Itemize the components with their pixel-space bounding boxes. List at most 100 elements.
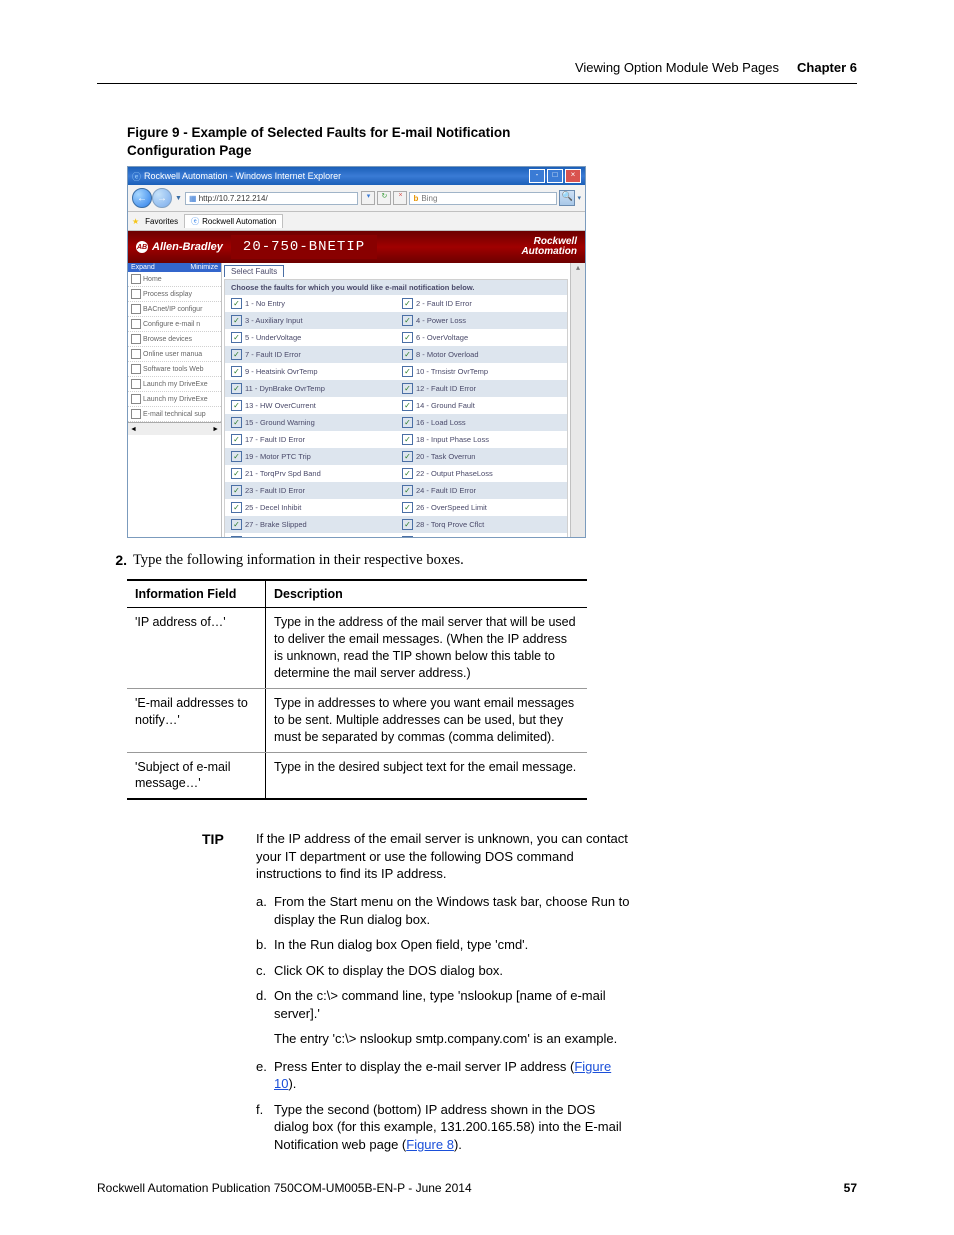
fault-label: 17 - Fault ID Error — [245, 435, 305, 444]
sidebar-item[interactable]: BACnet/IP configur — [128, 302, 221, 317]
fault-checkbox[interactable]: ✓ — [231, 519, 242, 530]
fault-checkbox[interactable]: ✓ — [402, 451, 413, 462]
fault-label: 29 - TP Encls Config — [245, 537, 314, 538]
tip-e-post: ). — [288, 1076, 296, 1091]
fault-checkbox[interactable]: ✓ — [231, 417, 242, 428]
fault-label: 7 - Fault ID Error — [245, 350, 301, 359]
fault-checkbox[interactable]: ✓ — [402, 349, 413, 360]
fault-item: ✓12 - Fault ID Error — [396, 380, 567, 397]
favorites-label[interactable]: Favorites — [145, 217, 178, 226]
fault-checkbox[interactable]: ✓ — [231, 349, 242, 360]
fault-item: ✓24 - Fault ID Error — [396, 482, 567, 499]
dropdown-icon[interactable]: ▼ — [175, 195, 182, 202]
fault-checkbox[interactable]: ✓ — [231, 485, 242, 496]
fault-checkbox[interactable]: ✓ — [402, 332, 413, 343]
minimize-button[interactable]: - — [529, 169, 545, 183]
select-faults-tab[interactable]: Select Faults — [224, 265, 284, 277]
sidebar-item-icon — [131, 364, 141, 374]
fault-item: ✓26 - OverSpeed Limit — [396, 499, 567, 516]
fault-label: 2 - Fault ID Error — [416, 299, 472, 308]
fault-checkbox[interactable]: ✓ — [402, 485, 413, 496]
fault-checkbox[interactable]: ✓ — [231, 536, 242, 538]
sidebar-item[interactable]: Home — [128, 272, 221, 287]
fault-checkbox[interactable]: ✓ — [402, 383, 413, 394]
page-number: 57 — [844, 1181, 857, 1195]
fault-checkbox[interactable]: ✓ — [231, 451, 242, 462]
refresh-icon[interactable]: ↻ — [377, 191, 391, 205]
tip-letter: b. — [256, 936, 274, 954]
tab-icon: ⓔ — [191, 216, 199, 227]
vertical-scrollbar[interactable]: ▴ — [570, 263, 585, 538]
fault-checkbox[interactable]: ✓ — [231, 315, 242, 326]
fault-label: 21 - TorqPrv Spd Band — [245, 469, 321, 478]
fault-checkbox[interactable]: ✓ — [231, 434, 242, 445]
search-dropdown-icon[interactable]: ▾ — [577, 194, 581, 202]
table-row: 'E-mail addresses to notify…'Type in add… — [127, 688, 587, 752]
tip-text: From the Start menu on the Windows task … — [274, 893, 632, 928]
fault-item: ✓4 - Power Loss — [396, 312, 567, 329]
fault-checkbox[interactable]: ✓ — [402, 298, 413, 309]
information-table: Information Field Description 'IP addres… — [127, 579, 587, 800]
close-button[interactable]: × — [565, 169, 581, 183]
favorites-icon[interactable]: ★ — [132, 217, 139, 226]
scroll-up-icon[interactable]: ▴ — [571, 263, 585, 272]
expand-link[interactable]: Expand — [131, 264, 155, 271]
maximize-button[interactable]: □ — [547, 169, 563, 183]
fault-item: ✓23 - Fault ID Error — [225, 482, 396, 499]
sidebar-item[interactable]: Configure e-mail n — [128, 317, 221, 332]
tip-item-f: f. Type the second (bottom) IP address s… — [256, 1101, 632, 1154]
sidebar-item[interactable]: Software tools Web — [128, 362, 221, 377]
fault-checkbox[interactable]: ✓ — [402, 536, 413, 538]
fault-checkbox[interactable]: ✓ — [402, 315, 413, 326]
stop-icon[interactable]: × — [393, 191, 407, 205]
fault-item: ✓11 - DynBrake OvrTemp — [225, 380, 396, 397]
fault-checkbox[interactable]: ✓ — [402, 434, 413, 445]
fault-item: ✓2 - Fault ID Error — [396, 295, 567, 312]
fault-checkbox[interactable]: ✓ — [231, 468, 242, 479]
figure-8-link[interactable]: Figure 8 — [406, 1137, 454, 1152]
tip-letter: a. — [256, 893, 274, 928]
url-input[interactable]: ▦ http://10.7.212.214/ — [185, 192, 359, 205]
fault-checkbox[interactable]: ✓ — [402, 366, 413, 377]
sidebar-item[interactable]: Launch my DriveExe — [128, 377, 221, 392]
screenshot-window: ⓔ Rockwell Automation - Windows Internet… — [127, 166, 586, 538]
browser-tab[interactable]: ⓔ Rockwell Automation — [184, 214, 283, 228]
minimize-link[interactable]: Minimize — [190, 264, 218, 271]
brand-bar: AB Allen-Bradley 20-750-BNETIP Rockwell … — [128, 231, 585, 263]
fault-checkbox[interactable]: ✓ — [402, 502, 413, 513]
fault-checkbox[interactable]: ✓ — [402, 519, 413, 530]
back-button[interactable]: ← — [132, 188, 152, 208]
fault-checkbox[interactable]: ✓ — [402, 400, 413, 411]
sidebar-item[interactable]: Browse devices — [128, 332, 221, 347]
fault-label: 23 - Fault ID Error — [245, 486, 305, 495]
fault-item: ✓30 - Analog In Loss — [396, 533, 567, 538]
fault-checkbox[interactable]: ✓ — [231, 332, 242, 343]
sidebar-scrollbar[interactable]: ◄ ► — [128, 422, 221, 435]
search-button[interactable]: 🔍 — [559, 190, 575, 206]
sidebar-item[interactable]: E-mail technical sup — [128, 407, 221, 422]
fault-label: 24 - Fault ID Error — [416, 486, 476, 495]
sidebar-item[interactable]: Online user manua — [128, 347, 221, 362]
tip-text: Click OK to display the DOS dialog box. — [274, 962, 632, 980]
ab-circle-icon: AB — [136, 241, 148, 253]
sidebar-item[interactable]: Launch my DriveExe — [128, 392, 221, 407]
col-header-field: Information Field — [127, 580, 266, 608]
fault-checkbox[interactable]: ✓ — [402, 468, 413, 479]
forward-button[interactable]: → — [152, 188, 172, 208]
scroll-right-icon[interactable]: ► — [212, 426, 219, 433]
sidebar-item-icon — [131, 334, 141, 344]
sidebar-item[interactable]: Process display — [128, 287, 221, 302]
fault-checkbox[interactable]: ✓ — [231, 383, 242, 394]
fault-checkbox[interactable]: ✓ — [402, 417, 413, 428]
fault-checkbox[interactable]: ✓ — [231, 298, 242, 309]
fault-item: ✓28 - Torq Prove Cflct — [396, 516, 567, 533]
step-number: 2. — [97, 552, 133, 569]
scroll-left-icon[interactable]: ◄ — [130, 426, 137, 433]
sidebar-item-icon — [131, 289, 141, 299]
fault-item: ✓13 - HW OverCurrent — [225, 397, 396, 414]
fault-checkbox[interactable]: ✓ — [231, 400, 242, 411]
go-icon[interactable]: ▾ — [361, 191, 375, 205]
fault-checkbox[interactable]: ✓ — [231, 366, 242, 377]
search-input[interactable]: b Bing — [409, 192, 557, 205]
fault-checkbox[interactable]: ✓ — [231, 502, 242, 513]
